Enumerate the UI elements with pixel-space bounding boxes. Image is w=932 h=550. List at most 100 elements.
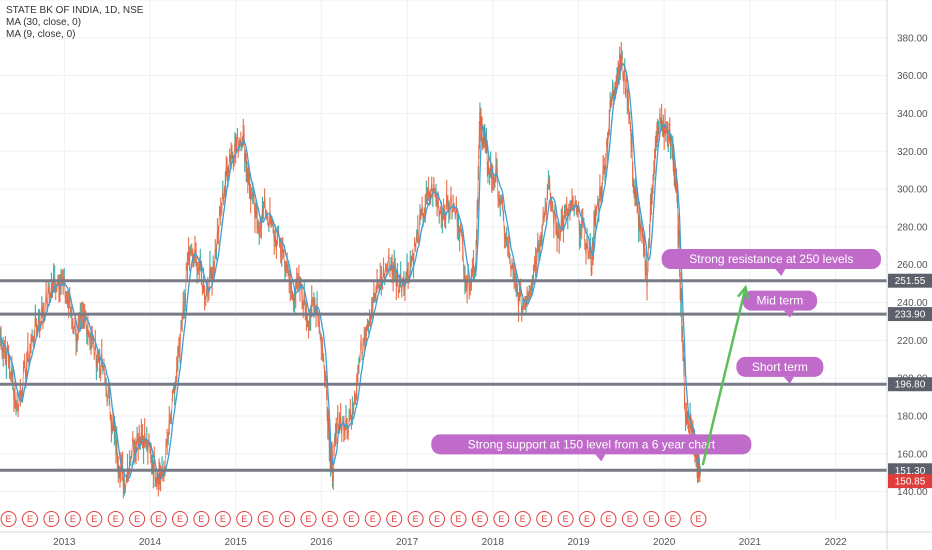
level-tag [888, 463, 932, 478]
last-price-label: 150.85 [895, 477, 926, 488]
time-tick-label[interactable]: 2013 [53, 537, 76, 548]
earnings-marker-label: E [306, 514, 312, 524]
earnings-marker-label: E [91, 514, 97, 524]
price-tick-label[interactable]: 260.00 [897, 260, 928, 271]
level-tag-label: 251.55 [895, 276, 926, 287]
annotation-pointer [783, 310, 794, 318]
earnings-marker-label: E [605, 514, 611, 524]
annotation-bubble[interactable] [431, 434, 752, 455]
time-tick-label[interactable]: 2019 [567, 537, 590, 548]
time-tick-label[interactable]: 2018 [482, 537, 505, 548]
earnings-marker[interactable] [690, 511, 707, 527]
price-tick-label[interactable]: 140.00 [897, 487, 928, 498]
earnings-marker-label: E [670, 514, 676, 524]
annotation-bubble[interactable] [736, 356, 824, 377]
time-tick-label[interactable]: 2022 [824, 537, 847, 548]
earnings-marker[interactable] [621, 511, 638, 527]
earnings-marker[interactable] [386, 511, 403, 527]
earnings-marker-label: E [48, 514, 54, 524]
time-axis[interactable]: 2013 2014 2015 2016 2017 2018 2019 2020 2021 2022 [0, 531, 932, 548]
time-tick-label[interactable]: 2014 [139, 537, 162, 548]
earnings-marker[interactable] [236, 511, 253, 527]
earnings-marker-label: E [113, 514, 119, 524]
price-tick-label[interactable]: 160.00 [897, 449, 928, 460]
price-tick-label[interactable]: 380.00 [897, 33, 928, 44]
time-tick-label[interactable]: 2015 [225, 537, 248, 548]
time-tick-label[interactable]: 2021 [739, 537, 762, 548]
earnings-marker[interactable] [664, 511, 681, 527]
earnings-marker[interactable] [407, 511, 424, 527]
earnings-marker-label: E [477, 514, 483, 524]
earnings-marker-label: E [498, 514, 504, 524]
price-tick-label[interactable]: 240.00 [897, 298, 928, 309]
price-tick-label[interactable]: 360.00 [897, 71, 928, 82]
earnings-marker-label: E [327, 514, 333, 524]
earnings-marker[interactable] [579, 511, 596, 527]
moving-average-series [0, 62, 701, 480]
annotation-pointer [775, 269, 786, 277]
chart-legend: STATE BK OF INDIA, 1D, NSE MA (30, close… [6, 5, 143, 41]
annotation-text: Strong resistance at 250 levels [689, 252, 853, 266]
earnings-marker-label: E [27, 514, 33, 524]
earnings-marker[interactable] [150, 511, 167, 527]
trend-arrow-line [701, 287, 747, 466]
earnings-marker-label: E [648, 514, 654, 524]
earnings-marker-label: E [220, 514, 226, 524]
earnings-marker[interactable] [43, 511, 60, 527]
price-tick-label[interactable]: 180.00 [897, 412, 928, 423]
price-tick-label[interactable]: 280.00 [897, 222, 928, 233]
earnings-marker[interactable] [171, 511, 188, 527]
price-tick-label[interactable]: 340.00 [897, 109, 928, 120]
annotation-pointer [783, 376, 794, 384]
earnings-marker[interactable] [0, 511, 17, 527]
time-tick-label[interactable]: 2016 [310, 537, 333, 548]
earnings-marker[interactable] [300, 511, 317, 527]
earnings-marker[interactable] [21, 511, 38, 527]
time-tick-label[interactable]: 2017 [396, 537, 419, 548]
support-resistance-levels[interactable] [0, 279, 887, 472]
earnings-marker[interactable] [86, 511, 103, 527]
earnings-marker[interactable] [557, 511, 574, 527]
earnings-marker[interactable] [129, 511, 146, 527]
annotations[interactable]: Strong resistance at 250 levels Mid term S… [431, 249, 881, 466]
price-tick-label[interactable]: 300.00 [897, 185, 928, 196]
time-tick-label[interactable]: 2020 [653, 537, 676, 548]
earnings-marker-label: E [198, 514, 204, 524]
earnings-marker[interactable] [107, 511, 124, 527]
ma30-label[interactable]: MA (30, close, 0) [6, 17, 82, 28]
earnings-marker[interactable] [193, 511, 210, 527]
earnings-marker[interactable] [64, 511, 81, 527]
earnings-marker[interactable] [343, 511, 360, 527]
earnings-marker-label: E [6, 514, 12, 524]
annotation-text: Short term [752, 360, 808, 374]
earnings-marker[interactable] [429, 511, 446, 527]
earnings-marker[interactable] [514, 511, 531, 527]
annotation-bubble[interactable] [661, 249, 881, 270]
price-line [0, 52, 701, 490]
last-price-tag [888, 474, 932, 489]
price-axis[interactable]: 140.00160.00180.00200.00220.00240.00260.… [886, 0, 928, 550]
earnings-marker[interactable] [321, 511, 338, 527]
earnings-marker-label: E [627, 514, 633, 524]
ma9-label[interactable]: MA (9, close, 0) [6, 29, 76, 40]
earnings-marker[interactable] [279, 511, 296, 527]
earnings-marker[interactable] [257, 511, 274, 527]
earnings-marker[interactable] [600, 511, 617, 527]
earnings-marker[interactable] [643, 511, 660, 527]
earnings-marker-label: E [695, 514, 701, 524]
earnings-marker[interactable] [364, 511, 381, 527]
earnings-marker[interactable] [214, 511, 231, 527]
earnings-marker[interactable] [471, 511, 488, 527]
symbol-title[interactable]: STATE BK OF INDIA, 1D, NSE [6, 5, 144, 16]
earnings-marker[interactable] [536, 511, 553, 527]
earnings-marker-label: E [520, 514, 526, 524]
earnings-marker[interactable] [450, 511, 467, 527]
price-tick-label[interactable]: 320.00 [897, 147, 928, 158]
earnings-marker[interactable] [493, 511, 510, 527]
price-tick-label[interactable]: 220.00 [897, 336, 928, 347]
earnings-marker-label: E [156, 514, 162, 524]
annotation-bubble[interactable] [742, 290, 818, 311]
